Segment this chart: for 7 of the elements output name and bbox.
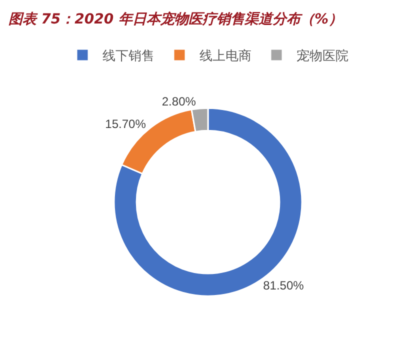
chart-title: 图表 75：2020 年日本宠物医疗销售渠道分布（%） <box>8 10 343 28</box>
data-label: 2.80% <box>162 94 196 108</box>
legend-label: 线上电商 <box>200 49 252 64</box>
legend-label: 线下销售 <box>102 49 154 64</box>
legend-label: 宠物医院 <box>296 49 348 64</box>
data-label: 15.70% <box>105 117 146 132</box>
data-label: 81.50% <box>263 278 304 293</box>
